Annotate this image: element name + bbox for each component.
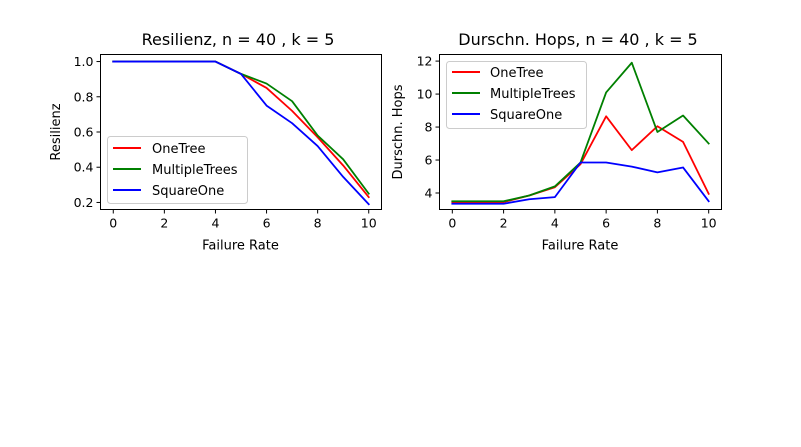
- legend-box: [107, 136, 248, 204]
- legend-label-onetree: OneTree: [490, 66, 544, 81]
- y-tick-label: 0.4: [74, 160, 94, 175]
- x-tick-label: 2: [160, 216, 168, 231]
- x-tick-label: 8: [653, 216, 661, 231]
- plot-lines: [112, 60, 371, 206]
- legend-box: [446, 61, 587, 129]
- plot-frame: [100, 54, 382, 210]
- legend: OneTree MultipleTrees SquareOne: [107, 136, 248, 204]
- series-line-squareone: [451, 161, 710, 205]
- x-tick-label: 2: [500, 216, 508, 231]
- axis-ticks: 0 2 4 6 8 10 4 6 8 10 12: [417, 54, 717, 231]
- y-tick-label: 1.0: [74, 54, 94, 69]
- x-tick-label: 10: [701, 216, 717, 231]
- legend-label-squareone: SquareOne: [152, 184, 224, 199]
- hops-chart: Durschn. Hops, n = 40 , k = 5 Failure Ra…: [391, 30, 722, 254]
- y-axis-label: Durschn. Hops: [391, 84, 406, 179]
- legend-label-onetree: OneTree: [152, 142, 206, 157]
- legend-label-multipletrees: MultipleTrees: [490, 87, 576, 102]
- x-tick-label: 4: [211, 216, 219, 231]
- x-tick-label: 0: [109, 216, 117, 231]
- x-tick-label: 10: [361, 216, 377, 231]
- plot-frame: [439, 54, 722, 210]
- resilienz-chart: Resilienz, n = 40 , k = 5 Failure Rate R…: [49, 30, 382, 254]
- y-tick-label: 12: [417, 54, 433, 69]
- y-tick-label: 0.8: [74, 89, 94, 104]
- legend: OneTree MultipleTrees SquareOne: [446, 61, 587, 129]
- y-tick-label: 6: [425, 153, 433, 168]
- y-tick-label: 0.2: [74, 195, 94, 210]
- x-tick-label: 0: [448, 216, 456, 231]
- y-tick-label: 8: [425, 120, 433, 135]
- y-tick-label: 0.6: [74, 125, 94, 140]
- x-tick-label: 4: [551, 216, 559, 231]
- x-tick-label: 6: [602, 216, 610, 231]
- chart-title: Durschn. Hops, n = 40 , k = 5: [458, 30, 697, 49]
- x-tick-label: 8: [314, 216, 322, 231]
- x-axis-label: Failure Rate: [202, 239, 279, 254]
- y-tick-label: 10: [417, 87, 433, 102]
- y-axis-label: Resilienz: [49, 103, 64, 160]
- axis-ticks: 0 2 4 6 8 10 0.2 0.4 0.6 0.8 1.0: [74, 54, 377, 230]
- y-tick-label: 4: [425, 186, 433, 201]
- chart-title: Resilienz, n = 40 , k = 5: [142, 30, 335, 49]
- series-line-squareone: [112, 60, 371, 206]
- legend-label-multipletrees: MultipleTrees: [152, 163, 238, 178]
- x-axis-label: Failure Rate: [542, 239, 619, 254]
- x-tick-label: 6: [263, 216, 271, 231]
- plot-lines: [451, 61, 710, 205]
- legend-label-squareone: SquareOne: [490, 108, 562, 123]
